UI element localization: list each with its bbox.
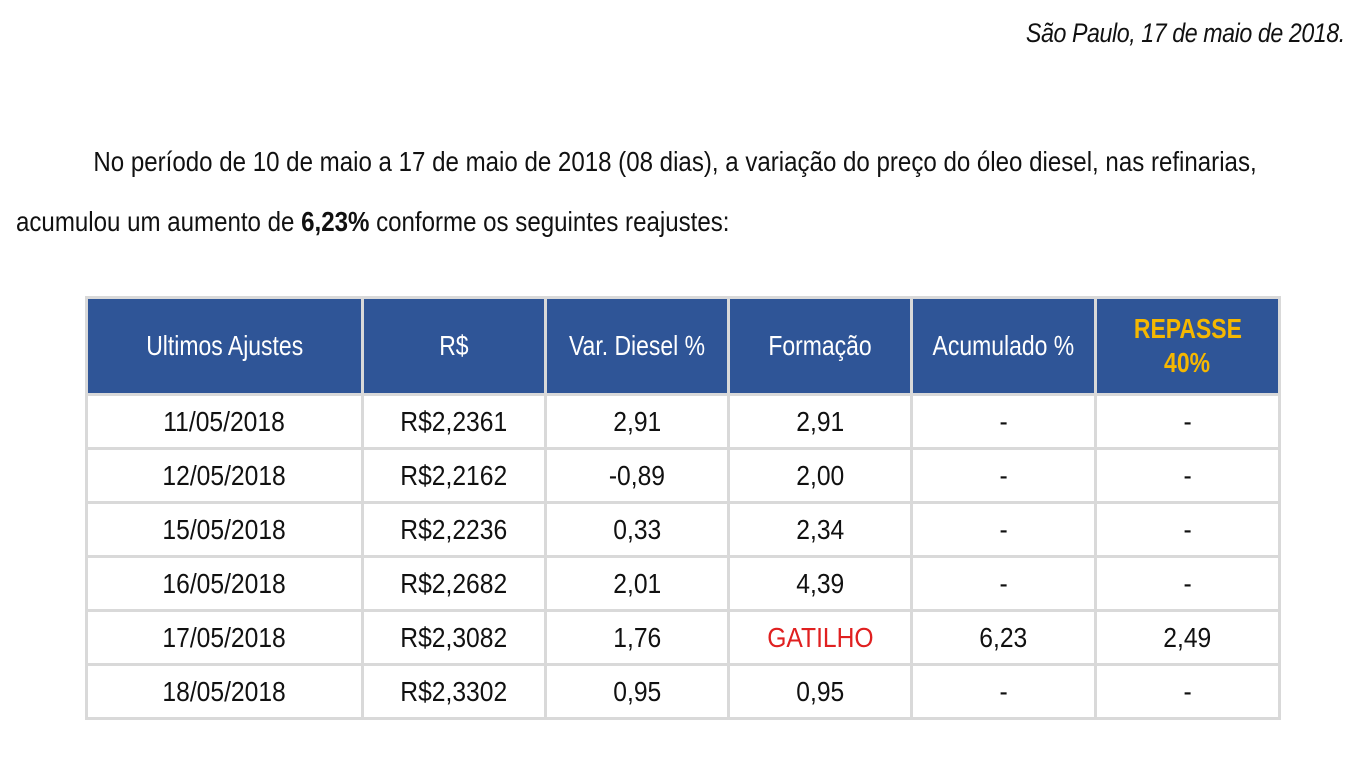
intro-paragraph: No período de 10 de maio a 17 de maio de… [16,132,1346,252]
cell-price: R$2,3082 [361,609,547,666]
cell-date: 11/05/2018 [85,393,364,450]
cell-date: 16/05/2018 [85,555,364,612]
cell-formacao: 2,00 [727,447,913,504]
repasse-title: REPASSE [1133,313,1242,344]
header-price: R$ [361,296,547,396]
table-header-row: Ultimos Ajustes R$ Var. Diesel % Formaçã… [85,296,1281,396]
cell-date: 18/05/2018 [85,663,364,720]
table-row: 17/05/2018 R$2,3082 1,76 GATILHO 6,23 2,… [85,609,1281,666]
cell-formacao: 2,34 [727,501,913,558]
cell-acumulado: 6,23 [910,609,1097,666]
cell-price: R$2,2236 [361,501,547,558]
cell-repasse: - [1094,447,1281,504]
cell-formacao: 2,91 [727,393,913,450]
cell-price: R$2,3302 [361,663,547,720]
cell-acumulado: - [910,663,1097,720]
cell-date: 17/05/2018 [85,609,364,666]
accumulated-percentage: 6,23% [301,206,370,237]
cell-formacao-trigger: GATILHO [727,609,913,666]
cell-repasse: - [1094,663,1281,720]
cell-acumulado: - [910,447,1097,504]
adjustments-table: Ultimos Ajustes R$ Var. Diesel % Formaçã… [85,296,1281,720]
table-row: 18/05/2018 R$2,3302 0,95 0,95 - - [85,663,1281,720]
header-ultimos-ajustes: Ultimos Ajustes [85,296,364,396]
document-date: São Paulo, 17 de maio de 2018. [1026,18,1345,48]
cell-acumulado: - [910,393,1097,450]
cell-formacao: 0,95 [727,663,913,720]
cell-repasse: - [1094,393,1281,450]
cell-price: R$2,2162 [361,447,547,504]
header-acumulado: Acumulado % [910,296,1097,396]
cell-var-diesel: 0,95 [544,663,730,720]
cell-var-diesel: 0,33 [544,501,730,558]
cell-acumulado: - [910,555,1097,612]
header-var-diesel: Var. Diesel % [544,296,730,396]
cell-formacao: 4,39 [727,555,913,612]
cell-repasse: - [1094,555,1281,612]
paragraph-line-2-prefix: acumulou um aumento de [16,206,302,237]
paragraph-line-2: acumulou um aumento de 6,23% conforme os… [16,192,1160,252]
cell-date: 15/05/2018 [85,501,364,558]
table-row: 16/05/2018 R$2,2682 2,01 4,39 - - [85,555,1281,612]
cell-var-diesel: 2,01 [544,555,730,612]
paragraph-line-1: No período de 10 de maio a 17 de maio de… [93,146,1257,177]
table-row: 12/05/2018 R$2,2162 -0,89 2,00 - - [85,447,1281,504]
paragraph-line-2-suffix: conforme os seguintes reajustes: [369,206,730,237]
table-row: 11/05/2018 R$2,2361 2,91 2,91 - - [85,393,1281,450]
cell-acumulado: - [910,501,1097,558]
repasse-percentage: 40% [1164,347,1211,378]
cell-var-diesel: 2,91 [544,393,730,450]
cell-repasse: 2,49 [1094,609,1281,666]
cell-repasse: - [1094,501,1281,558]
cell-price: R$2,2361 [361,393,547,450]
adjustments-table-container: Ultimos Ajustes R$ Var. Diesel % Formaçã… [85,296,1281,720]
header-repasse: REPASSE 40% [1094,296,1281,396]
header-formacao: Formação [727,296,913,396]
cell-var-diesel: -0,89 [544,447,730,504]
cell-var-diesel: 1,76 [544,609,730,666]
cell-date: 12/05/2018 [85,447,364,504]
cell-price: R$2,2682 [361,555,547,612]
table-row: 15/05/2018 R$2,2236 0,33 2,34 - - [85,501,1281,558]
